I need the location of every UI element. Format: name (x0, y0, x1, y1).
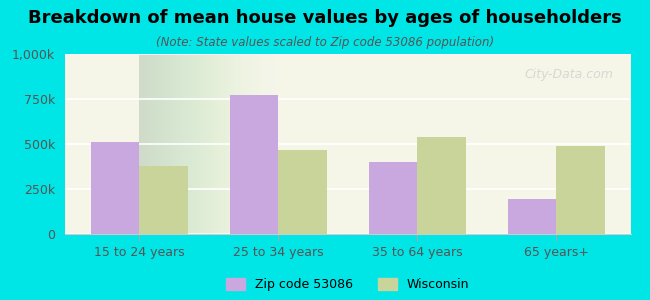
Bar (139, 166, 188, 234)
Bar (229, 94, 278, 234)
Text: Breakdown of mean house values by ages of householders: Breakdown of mean house values by ages o… (28, 9, 622, 27)
Bar (91, 142, 139, 234)
Bar (369, 162, 417, 234)
Bar (278, 150, 327, 234)
Text: (Note: State values scaled to Zip code 53086 population): (Note: State values scaled to Zip code 5… (156, 36, 494, 49)
Text: City-Data.com: City-Data.com (525, 68, 614, 81)
Bar (556, 146, 604, 234)
Bar (417, 137, 466, 234)
Bar (508, 199, 556, 234)
Legend: Zip code 53086, Wisconsin: Zip code 53086, Wisconsin (221, 272, 474, 296)
